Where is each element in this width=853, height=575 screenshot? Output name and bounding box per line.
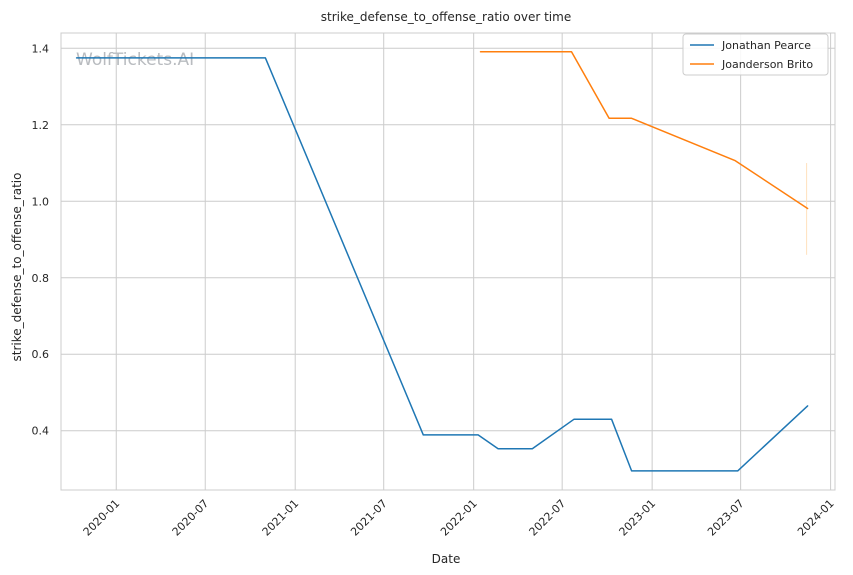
chart-title: strike_defense_to_offense_ratio over tim… <box>321 10 571 24</box>
watermark-text: WolfTickets.AI <box>76 50 194 70</box>
series-line-jonathan-pearce <box>75 57 809 472</box>
y-tick-label: 0.6 <box>32 348 50 361</box>
y-tick-label: 0.8 <box>32 272 50 285</box>
legend-label-joanderson-brito: Joanderson Brito <box>721 58 813 71</box>
y-axis-ticks: 0.4 0.6 0.8 1.0 1.2 1.4 <box>32 42 50 437</box>
plot-background <box>61 33 835 490</box>
y-tick-label: 1.0 <box>32 195 50 208</box>
legend: Jonathan Pearce Joanderson Brito <box>682 33 829 76</box>
y-tick-label: 1.4 <box>32 42 50 55</box>
y-tick-label: 0.4 <box>32 425 50 438</box>
series-line-joanderson-brito <box>479 50 809 210</box>
legend-label-jonathan-pearce: Jonathan Pearce <box>721 39 811 52</box>
y-tick-label: 1.2 <box>32 119 50 132</box>
grid-lines <box>61 33 835 490</box>
series-lines <box>75 50 809 472</box>
x-axis-title: Date <box>432 552 461 566</box>
legend-box <box>682 33 829 76</box>
y-axis-title: strike_defense_to_offense_ratio <box>10 173 24 362</box>
plot-area: WolfTickets.AI <box>60 32 836 491</box>
plot-frame <box>60 32 836 491</box>
